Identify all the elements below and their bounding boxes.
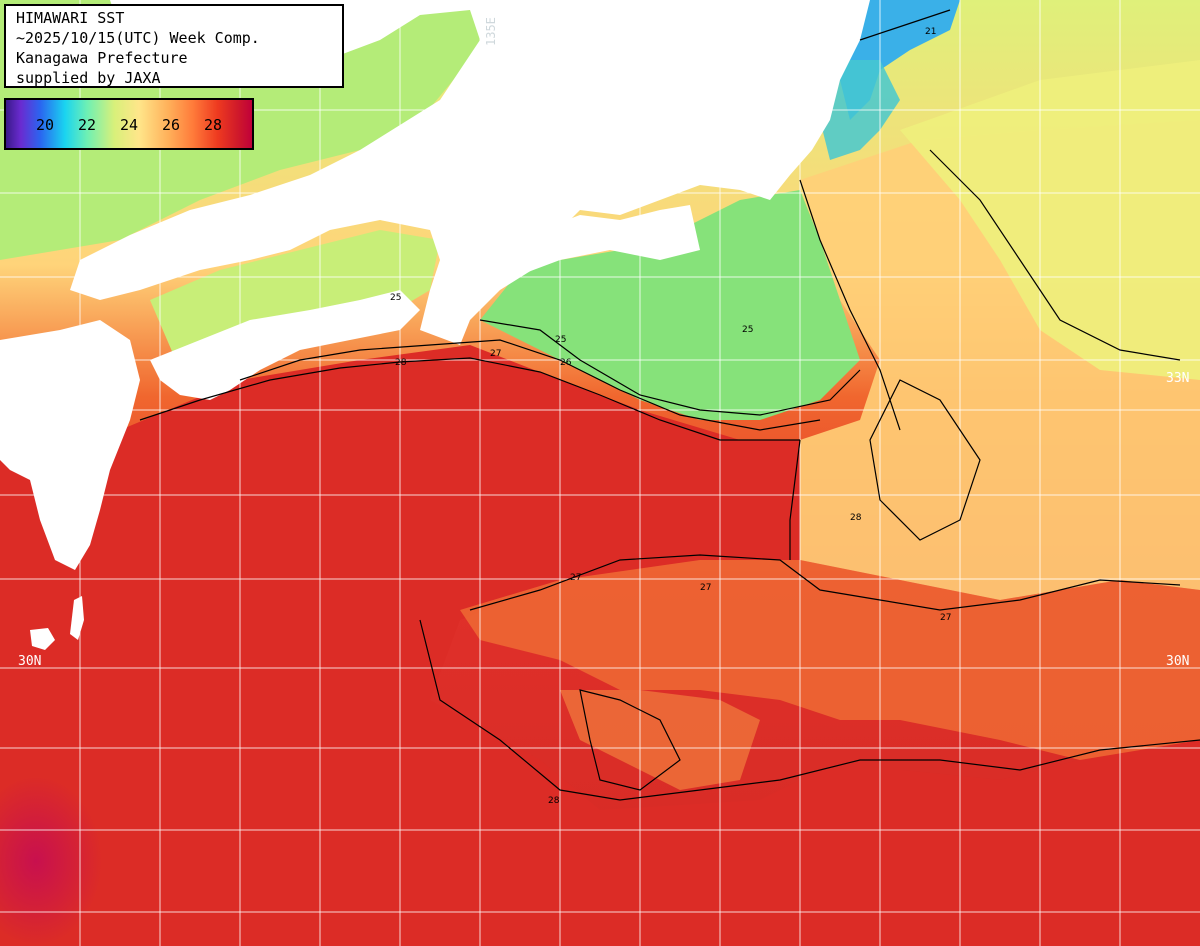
isotherm-value-label: 28 (850, 513, 862, 523)
coastal-green-water (480, 190, 860, 420)
land-honshu (70, 0, 870, 345)
isotherm-value-label: 27 (940, 613, 951, 623)
isotherm-value-label: 21 (925, 27, 936, 37)
isotherm-value-label: 26 (560, 358, 572, 368)
lat-label-33n-east: 33N (1166, 371, 1190, 386)
isotherm-eddy (579, 689, 681, 791)
isotherm-26-northeast (929, 149, 1181, 361)
map-info-box: HIMAWARI SST ~2025/10/15(UTC) Week Comp.… (4, 4, 344, 88)
isotherm-value-label: 25 (742, 325, 753, 335)
isotherm-value-label: 27 (700, 583, 711, 593)
isotherm-value-label: 27 (570, 573, 581, 583)
isotherm-27-north (239, 339, 821, 431)
legend-label-22: 22 (78, 116, 97, 134)
land-island-yakushima (30, 628, 55, 650)
legend-label-28: 28 (204, 116, 223, 134)
lat-label-33n-west: 33N (18, 371, 42, 386)
isotherm-27-lower (419, 619, 1200, 801)
composite-date: ~2025/10/15(UTC) Week Comp. (16, 29, 260, 47)
isotherm-28 (139, 357, 800, 441)
satellite-product-title: HIMAWARI SST (16, 9, 125, 27)
legend-label-20: 20 (36, 116, 55, 134)
temperature-colorbar: 20 22 24 26 28 (4, 98, 254, 150)
lat-label-30n-west: 30N (18, 654, 42, 669)
prefecture-name: Kanagawa Prefecture (16, 49, 188, 67)
isotherm-value-label: 25 (390, 293, 401, 303)
legend-label-24: 24 (120, 116, 139, 134)
warm-core-tint (0, 560, 300, 946)
isotherm-21 (859, 9, 951, 41)
isotherm-25 (479, 319, 861, 416)
land-kyushu (0, 320, 140, 570)
isotherm-contours (139, 9, 1200, 801)
isotherm-value-label: 28 (548, 796, 560, 806)
isotherm-value-label: 28 (395, 358, 407, 368)
land-shikoku (150, 290, 420, 400)
isotherm-28-east (789, 179, 901, 560)
data-supplier: supplied by JAXA (16, 69, 161, 87)
lon-label-135e: 135E (484, 17, 498, 46)
isotherm-value-label: 25 (555, 335, 566, 345)
lat-label-30n-east: 30N (1166, 654, 1190, 669)
isotherm-east-eddy (869, 379, 981, 541)
orange-eddy (560, 690, 760, 790)
orange-water-band (460, 560, 1200, 760)
legend-label-26: 26 (162, 116, 181, 134)
isotherm-27-middle (469, 554, 1181, 611)
land-kii-peninsula (520, 205, 700, 275)
pale-water-northeast (900, 60, 1200, 380)
isotherm-labels: 27 28 25 25 25 26 27 27 27 28 28 21 (390, 27, 951, 806)
isotherm-value-label: 27 (490, 349, 501, 359)
